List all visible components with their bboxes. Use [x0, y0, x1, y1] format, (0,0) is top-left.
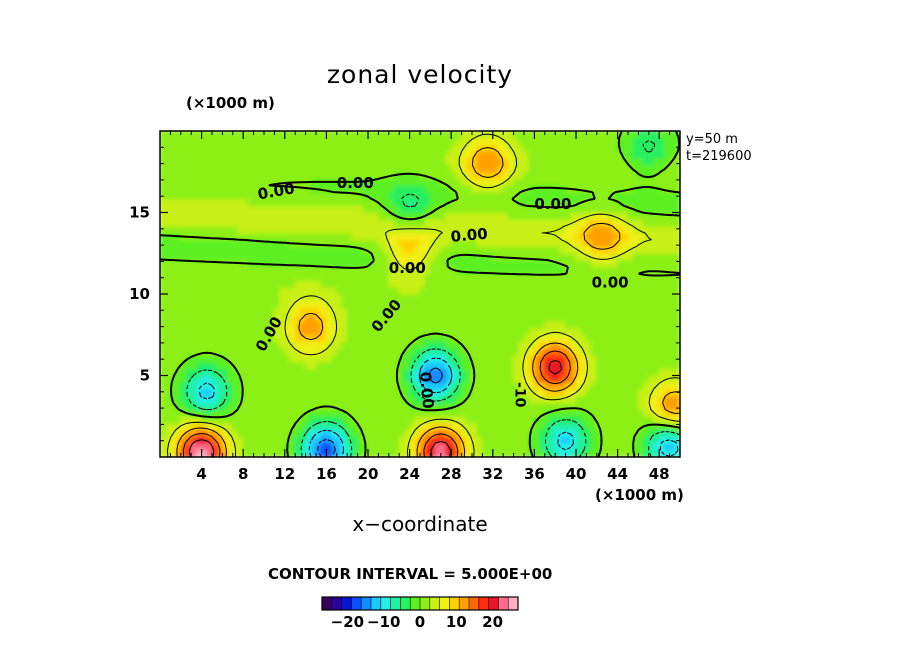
contour-label: 0.00	[450, 225, 488, 246]
colorbar-swatch	[439, 597, 450, 610]
x-tick-label: 8	[238, 465, 248, 483]
x-tick-label: 20	[358, 465, 379, 483]
info-y: y=50 m	[686, 132, 738, 147]
contour-level-5	[167, 133, 680, 457]
colorbar-swatch	[341, 597, 352, 610]
colorbar-swatch	[380, 597, 391, 610]
contour-label: 0.00	[389, 259, 426, 277]
colorbar-swatch	[390, 597, 401, 610]
contour-label: 0.00	[337, 174, 374, 192]
colorbar-swatch	[429, 597, 440, 610]
y-tick-label: 15	[129, 204, 150, 222]
x-tick-label: 28	[441, 465, 462, 483]
colorbar-tick-label: 20	[482, 613, 503, 631]
x-axis: 4 8 12 16 20 24 28 32 36 40 44 48	[169, 131, 671, 483]
contour-level-0	[160, 131, 680, 457]
colorbar: −20 −10 0 10 20	[321, 596, 519, 631]
contour-label: 0.00	[534, 195, 571, 213]
colorbar-swatch	[371, 597, 382, 610]
colorbar-swatch	[498, 597, 509, 610]
colorbar-tick-label: 10	[446, 613, 467, 631]
contour-labels: 0.00 0.000.000.000.000.000.000.000.00-10	[252, 174, 629, 409]
x-tick-label: 44	[607, 465, 628, 483]
info-block: y=50 m t=219600	[686, 131, 752, 165]
contour-label-min: -10	[512, 382, 528, 408]
chart-title: zonal velocity	[326, 60, 514, 89]
colorbar-swatch	[410, 597, 421, 610]
colorbar-swatch	[459, 597, 470, 610]
x-tick-label: 24	[399, 465, 420, 483]
x-axis-scale-label: (×1000 m)	[595, 486, 684, 504]
y-axis-scale-label: (×1000 m)	[186, 94, 275, 112]
contour-level-10	[176, 147, 680, 457]
x-tick-label: 4	[196, 465, 206, 483]
contour-level-neg15	[317, 367, 443, 457]
colorbar-swatch	[351, 597, 362, 610]
colorbar-swatch	[469, 597, 480, 610]
colorbar-swatch	[331, 597, 342, 610]
contour-level-15	[182, 350, 571, 457]
x-tick-label: 40	[566, 465, 587, 483]
colorbar-tick-label: 0	[415, 613, 425, 631]
contour-level-neg10	[198, 357, 679, 457]
info-time: t=219600	[686, 149, 752, 164]
y-tick-label: 10	[129, 285, 150, 303]
x-axis-label: x−coordinate	[352, 512, 488, 536]
x-tick-label: 36	[524, 465, 545, 483]
contour-label: 0.00	[592, 273, 629, 291]
contour-interval-text: CONTOUR INTERVAL = 5.000E+00	[268, 565, 553, 583]
colorbar-swatch	[322, 597, 333, 610]
y-tick-label: 5	[140, 367, 150, 385]
x-tick-label: 16	[316, 465, 337, 483]
plot-area: 0.00 0.000.000.000.000.000.000.000.00-10	[160, 131, 680, 457]
colorbar-swatch	[488, 597, 499, 610]
y-axis: 5 10 15	[129, 146, 680, 442]
x-tick-label: 12	[274, 465, 295, 483]
colorbar-swatch	[449, 597, 460, 610]
contour-label: 0.00	[416, 371, 437, 409]
colorbar-swatch	[361, 597, 372, 610]
colorbar-tick-label: −20	[331, 613, 364, 631]
contour-level-20	[189, 360, 563, 457]
colorbar-swatch	[400, 597, 411, 610]
x-tick-label: 32	[482, 465, 503, 483]
colorbar-tick-label: −10	[367, 613, 400, 631]
contour-lines	[160, 131, 680, 457]
contour-level-neg5	[186, 140, 680, 457]
colorbar-swatch	[420, 597, 431, 610]
x-tick-label: 48	[649, 465, 670, 483]
colorbar-swatch	[508, 597, 519, 610]
velocity-field	[160, 131, 680, 457]
colorbar-swatch	[478, 597, 489, 610]
